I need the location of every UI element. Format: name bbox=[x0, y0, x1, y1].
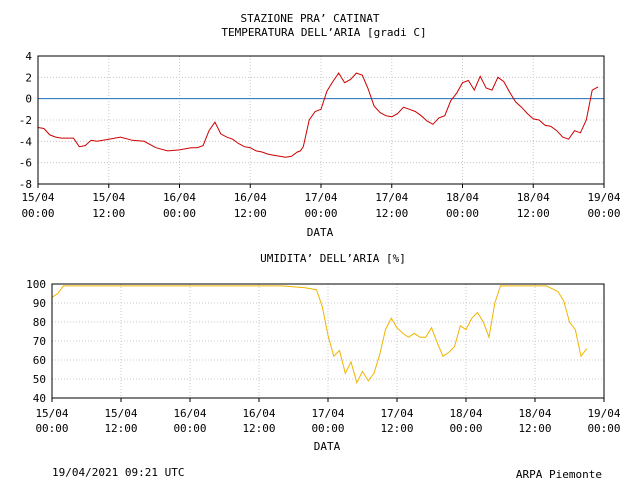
footer-brand: ARPA Piemonte bbox=[516, 468, 602, 480]
x-tick-label-time: 12:00 bbox=[380, 422, 413, 435]
x-tick-label-date: 16/04 bbox=[173, 407, 206, 420]
temperature-series-line bbox=[37, 72, 599, 158]
y-tick-label: -6 bbox=[19, 157, 32, 170]
x-tick-label-time: 00:00 bbox=[304, 207, 337, 220]
humidity-chart-title: UMIDITA’ DELL’ARIA [%] bbox=[260, 252, 406, 265]
x-tick-label-date: 17/04 bbox=[311, 407, 344, 420]
y-tick-label: 4 bbox=[25, 50, 32, 63]
humidity-x-axis-label: DATA bbox=[314, 440, 341, 453]
x-tick-label-date: 18/04 bbox=[449, 407, 482, 420]
humidity-grid bbox=[51, 283, 605, 399]
x-tick-label-date: 19/04 bbox=[587, 407, 620, 420]
x-tick-label-date: 17/04 bbox=[380, 407, 413, 420]
humidity-series-line bbox=[51, 285, 588, 385]
y-tick-label: -8 bbox=[19, 178, 32, 191]
y-tick-label: 100 bbox=[26, 278, 46, 291]
x-tick-label-date: 17/04 bbox=[375, 191, 408, 204]
y-tick-label: 0 bbox=[25, 93, 32, 106]
temperature-grid bbox=[37, 55, 605, 185]
footer-timestamp: 19/04/2021 09:21 UTC bbox=[52, 466, 184, 479]
humidity-y-ticks: 100 90 80 70 60 50 40 bbox=[26, 278, 46, 405]
temperature-x-axis-label: DATA bbox=[307, 226, 334, 239]
x-tick-label-date: 16/04 bbox=[163, 191, 196, 204]
y-tick-label: 2 bbox=[25, 71, 32, 84]
y-tick-label: 40 bbox=[33, 392, 46, 405]
x-tick-label-time: 00:00 bbox=[173, 422, 206, 435]
x-tick-label-time: 12:00 bbox=[517, 207, 550, 220]
x-tick-label-time: 12:00 bbox=[242, 422, 275, 435]
x-tick-label-time: 00:00 bbox=[21, 207, 54, 220]
x-tick-label-date: 15/04 bbox=[92, 191, 125, 204]
y-tick-label: -2 bbox=[19, 114, 32, 127]
x-tick-label-time: 12:00 bbox=[518, 422, 551, 435]
x-tick-label-time: 12:00 bbox=[92, 207, 125, 220]
x-tick-label-date: 18/04 bbox=[446, 191, 479, 204]
x-tick-label-time: 00:00 bbox=[163, 207, 196, 220]
x-tick-label-date: 18/04 bbox=[517, 191, 550, 204]
x-tick-label-time: 00:00 bbox=[587, 422, 620, 435]
x-tick-label-date: 19/04 bbox=[587, 191, 620, 204]
x-tick-label-time: 12:00 bbox=[104, 422, 137, 435]
x-tick-label-date: 18/04 bbox=[518, 407, 551, 420]
x-tick-label-time: 00:00 bbox=[446, 207, 479, 220]
y-tick-label: -4 bbox=[19, 135, 33, 148]
x-tick-label-date: 15/04 bbox=[21, 191, 54, 204]
y-tick-label: 80 bbox=[33, 316, 46, 329]
x-tick-label-date: 16/04 bbox=[234, 191, 267, 204]
x-tick-label-date: 17/04 bbox=[304, 191, 337, 204]
x-tick-label-time: 00:00 bbox=[311, 422, 344, 435]
x-tick-label-time: 12:00 bbox=[234, 207, 267, 220]
y-tick-label: 50 bbox=[33, 373, 46, 386]
x-tick-label-date: 15/04 bbox=[104, 407, 137, 420]
y-tick-label: 90 bbox=[33, 297, 46, 310]
x-tick-label-time: 12:00 bbox=[375, 207, 408, 220]
x-tick-label-date: 16/04 bbox=[242, 407, 275, 420]
humidity-plot-frame bbox=[51, 283, 605, 399]
humidity-chart: UMIDITA’ DELL’ARIA [%] 100 90 80 70 60 50 40 1… bbox=[26, 252, 621, 453]
temperature-chart: STAZIONE PRA’ CATINAT TEMPERATURA DELL’A… bbox=[19, 12, 621, 239]
x-tick-label-date: 15/04 bbox=[35, 407, 68, 420]
y-tick-label: 70 bbox=[33, 335, 46, 348]
x-tick-label-time: 00:00 bbox=[35, 422, 68, 435]
x-tick-label-time: 00:00 bbox=[587, 207, 620, 220]
humidity-x-ticks: 15/04 00:00 15/04 12:00 16/04 00:00 16/04 12:00… bbox=[35, 398, 621, 435]
temperature-plot-frame bbox=[37, 55, 605, 185]
temperature-chart-title: STAZIONE PRA’ CATINAT bbox=[240, 12, 379, 25]
temperature-x-ticks: 15/04 00:00 15/04 12:00 16/04 00:00 16/04 12:00… bbox=[21, 184, 621, 220]
temperature-y-ticks: 4 2 0 -2 -4 -6 -8 bbox=[19, 50, 33, 191]
y-tick-label: 60 bbox=[33, 354, 46, 367]
temperature-chart-subtitle: TEMPERATURA DELL’ARIA [gradi C] bbox=[221, 26, 426, 39]
x-tick-label-time: 00:00 bbox=[449, 422, 482, 435]
